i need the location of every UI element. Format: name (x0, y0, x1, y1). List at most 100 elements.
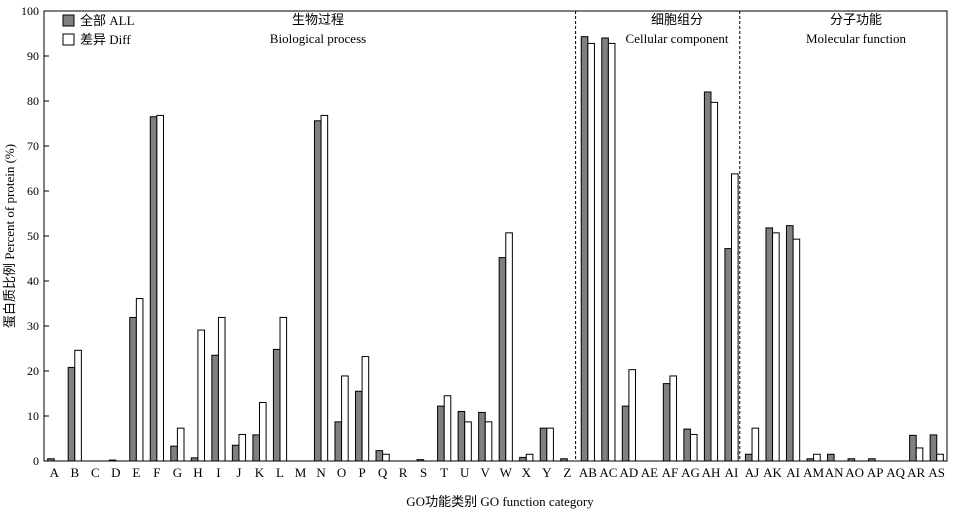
bar-all (703, 91, 712, 462)
y-axis-title: 蛋白质比例 Percent of protein (%) (2, 144, 17, 328)
bar-all (539, 427, 548, 462)
bar-all (621, 405, 630, 462)
bar-all (498, 257, 507, 462)
y-tick-label: 60 (27, 184, 39, 198)
x-tick-label: AG (681, 465, 700, 480)
y-tick-label: 20 (27, 364, 39, 378)
bar-all (313, 120, 322, 462)
x-tick-label: G (173, 465, 182, 480)
bar-all (67, 366, 76, 462)
bar-diff (443, 395, 452, 462)
x-tick-label: AI (786, 465, 800, 480)
x-tick-label: A (50, 465, 60, 480)
bar-all (683, 428, 691, 462)
section-title-cellular-zh: 细胞组分 (651, 12, 703, 27)
bar-diff (74, 349, 82, 462)
bar-diff (525, 453, 534, 462)
bar-diff (669, 375, 678, 462)
bar-all (375, 450, 384, 462)
bar-diff (936, 453, 944, 462)
bar-diff (135, 298, 144, 462)
section-title-cellular-en: Cellular component (626, 31, 729, 46)
bar-all (416, 459, 425, 462)
x-tick-label: AS (928, 465, 945, 480)
x-tick-label: AI (725, 465, 739, 480)
bar-all (868, 458, 876, 462)
bar-diff (731, 173, 739, 462)
section-title-molecular-en: Molecular function (806, 31, 906, 46)
bar-diff (484, 421, 493, 462)
bar-all (847, 458, 856, 462)
x-tick-label: X (522, 465, 532, 480)
plot-area (43, 10, 948, 462)
legend-swatch-all (62, 14, 75, 27)
x-tick-label: AQ (886, 465, 905, 480)
bar-diff (320, 114, 329, 462)
legend-label-diff: 差异 Diff (80, 32, 131, 47)
x-tick-label: K (255, 465, 265, 480)
bar-all (827, 453, 835, 462)
bar-diff (258, 402, 267, 462)
bar-diff (176, 427, 185, 462)
bar-all (478, 411, 486, 462)
x-tick-label: L (276, 465, 284, 480)
bar-diff (628, 369, 637, 462)
bar-all (231, 444, 240, 462)
x-tick-label: D (111, 465, 120, 480)
bar-all (662, 383, 671, 462)
x-tick-label: S (420, 465, 427, 480)
bar-diff (505, 232, 513, 462)
bar-diff (197, 329, 206, 462)
x-tick-label: AC (599, 465, 617, 480)
y-tick-label: 10 (27, 409, 39, 423)
x-tick-label: H (193, 465, 202, 480)
bar-all (129, 316, 137, 462)
x-tick-label: P (358, 465, 365, 480)
bar-all (519, 456, 527, 462)
x-tick-label: C (91, 465, 100, 480)
bar-all (47, 458, 55, 462)
legend-swatch-diff (62, 33, 75, 46)
bar-diff (915, 447, 924, 462)
bar-diff (156, 114, 164, 462)
y-tick-label: 30 (27, 319, 39, 333)
x-tick-label: Q (378, 465, 388, 480)
y-tick-label: 80 (27, 94, 39, 108)
bar-diff (382, 453, 390, 462)
x-tick-label: AE (641, 465, 658, 480)
x-tick-label: J (236, 465, 241, 480)
bar-all (211, 354, 219, 462)
x-tick-label: AK (763, 465, 782, 480)
section-title-biological-en: Biological process (270, 31, 366, 46)
x-tick-label: AM (803, 465, 824, 480)
bar-all (437, 405, 445, 462)
y-tick-label: 50 (27, 229, 39, 243)
bar-diff (361, 356, 370, 462)
bar-all (724, 248, 733, 462)
bar-all (601, 37, 609, 462)
x-tick-label: AP (867, 465, 884, 480)
legend-label-all: 全部 ALL (80, 13, 135, 28)
x-tick-label: Y (542, 465, 552, 480)
bar-diff (238, 433, 247, 462)
bar-all (929, 434, 938, 462)
x-tick-label: O (337, 465, 346, 480)
x-tick-label: I (216, 465, 220, 480)
x-tick-label: F (153, 465, 160, 480)
bar-diff (341, 375, 349, 462)
bar-diff (546, 427, 554, 462)
y-tick-label: 90 (27, 49, 39, 63)
y-tick-label: 70 (27, 139, 39, 153)
section-title-molecular-zh: 分子功能 (830, 12, 882, 27)
x-tick-label: Z (563, 465, 571, 480)
bar-all (785, 225, 794, 462)
y-tick-label: 0 (33, 454, 39, 468)
x-tick-label: E (132, 465, 140, 480)
x-tick-label: W (500, 465, 513, 480)
bar-all (149, 116, 158, 462)
bar-diff (279, 316, 288, 462)
bar-diff (689, 433, 698, 462)
bar-diff (772, 232, 780, 462)
